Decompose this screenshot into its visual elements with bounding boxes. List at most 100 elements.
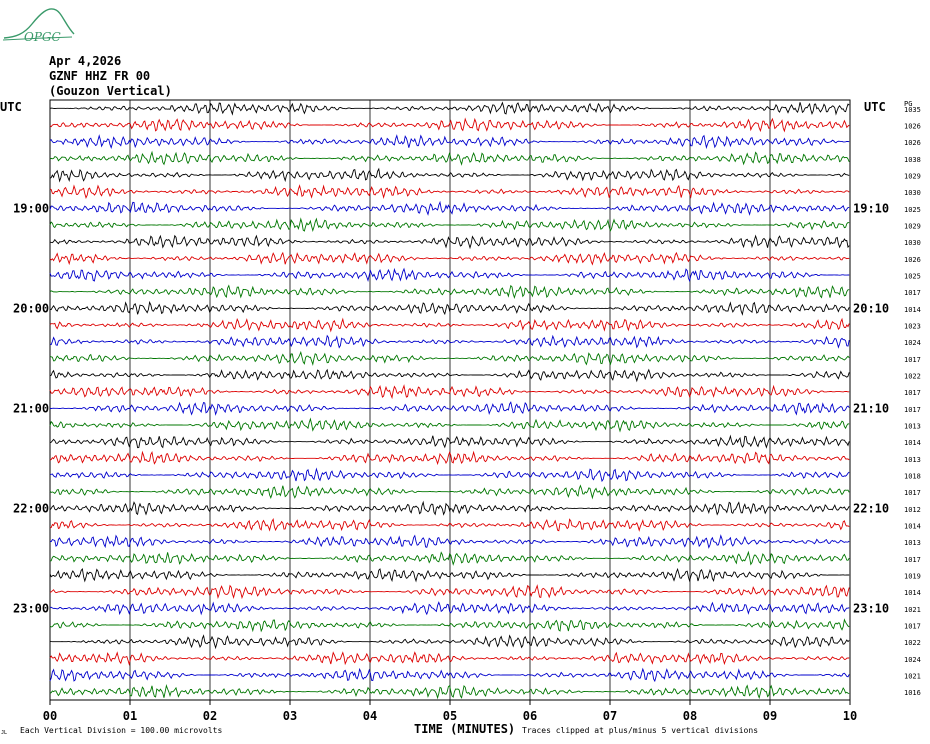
left-tz-label: UTC <box>0 100 22 114</box>
x-tick-label: 10 <box>843 709 857 723</box>
corner-mark: JL <box>1 730 7 736</box>
seismic-trace <box>49 300 850 316</box>
pg-value: 1022 <box>904 373 921 381</box>
x-tick-label: 08 <box>683 709 697 723</box>
x-tick-label: 01 <box>123 709 137 723</box>
pg-value: 1030 <box>904 189 921 197</box>
pg-value: 1017 <box>904 356 921 364</box>
label-group: 00 01 02 03 04 05 06 07 08 09 10 1035 1026 1026 1038 10… <box>13 106 921 723</box>
seismic-trace <box>50 401 850 416</box>
pg-value: 1014 <box>904 523 921 531</box>
seismic-trace <box>49 417 850 433</box>
pg-value: 1035 <box>904 106 921 114</box>
seismic-trace <box>49 534 850 549</box>
ogpc-logo: OPGC <box>2 8 75 44</box>
pg-value: 1021 <box>904 673 921 681</box>
seismic-trace <box>49 667 850 683</box>
seismic-trace <box>49 167 850 183</box>
pg-value: 1012 <box>904 506 921 514</box>
x-tick-label: 04 <box>363 709 377 723</box>
seismic-trace <box>49 384 850 400</box>
clip-note: Traces clipped at plus/minus 5 vertical … <box>522 726 758 735</box>
pg-value: 1025 <box>904 273 921 281</box>
seismic-trace <box>49 334 850 349</box>
x-tick-label: 03 <box>283 709 297 723</box>
pg-value: 1038 <box>904 156 921 164</box>
pg-value: 1014 <box>904 589 921 597</box>
pg-value: 1014 <box>904 439 921 447</box>
seismic-trace <box>49 350 850 367</box>
date-label: Apr 4,2026 <box>49 54 122 68</box>
pg-value: 1029 <box>904 173 921 181</box>
right-time-label: 19:10 <box>853 201 889 215</box>
seismic-trace <box>49 284 850 299</box>
seismic-trace <box>49 117 850 133</box>
pg-value: 1021 <box>904 606 921 614</box>
left-time-label: 22:00 <box>13 501 49 515</box>
x-axis-title: TIME (MINUTES) <box>414 722 515 736</box>
pg-value: 1013 <box>904 456 921 464</box>
seismic-trace <box>49 267 850 283</box>
x-tick-label: 06 <box>523 709 537 723</box>
seismic-trace <box>49 134 850 150</box>
seismic-trace <box>49 550 850 566</box>
seismic-trace <box>49 684 850 700</box>
seismic-trace <box>49 217 850 233</box>
seismic-trace <box>49 150 850 166</box>
seismic-trace <box>49 434 850 449</box>
left-time-label: 20:00 <box>13 301 49 315</box>
left-time-label: 21:00 <box>13 401 49 415</box>
pg-value: 1016 <box>904 689 921 697</box>
pg-value: 1022 <box>904 639 921 647</box>
x-tick-label: 07 <box>603 709 617 723</box>
x-tick-label: 09 <box>763 709 777 723</box>
location-label: (Gouzon Vertical) <box>49 84 172 98</box>
scale-note: Each Vertical Division = 100.00 microvol… <box>20 726 222 735</box>
seismic-trace <box>49 450 850 466</box>
x-tick-label: 00 <box>43 709 57 723</box>
pg-value: 1013 <box>904 423 921 431</box>
seismic-trace <box>49 200 850 216</box>
seismic-trace <box>49 618 850 633</box>
pg-value: 1024 <box>904 656 921 664</box>
seismic-trace <box>49 368 850 383</box>
seismic-trace <box>49 601 850 616</box>
pg-value: 1023 <box>904 323 921 331</box>
seismic-trace <box>49 651 850 666</box>
seismic-trace <box>49 467 850 483</box>
seismic-trace <box>49 317 850 333</box>
pg-value: 1019 <box>904 573 921 581</box>
pg-value: 1017 <box>904 556 921 564</box>
seismic-trace <box>49 584 850 600</box>
pg-value: 1024 <box>904 339 921 347</box>
x-tick-label: 05 <box>443 709 457 723</box>
seismic-trace <box>49 184 850 199</box>
pg-value: 1014 <box>904 306 921 314</box>
pg-value: 1029 <box>904 223 921 231</box>
right-time-label: 22:10 <box>853 501 889 515</box>
channel-label: GZNF HHZ FR 00 <box>49 69 151 83</box>
seismic-trace <box>49 634 850 650</box>
ogpc-mountain-logo-icon <box>3 8 75 39</box>
pg-value: 1018 <box>904 473 921 481</box>
pg-value: 1017 <box>904 489 921 497</box>
pg-value: 1026 <box>904 256 921 264</box>
left-time-label: 19:00 <box>13 201 49 215</box>
pg-value: 1017 <box>904 389 921 397</box>
right-time-label: 23:10 <box>853 601 889 615</box>
seismic-trace <box>49 234 850 250</box>
right-time-label: 21:10 <box>853 401 889 415</box>
pg-value: 1017 <box>904 289 921 297</box>
right-tz-label: UTC <box>864 100 886 114</box>
pg-value: 1026 <box>904 123 921 131</box>
pg-value: 1017 <box>904 623 921 631</box>
plot-grid <box>49 99 851 705</box>
seismic-trace <box>49 251 850 266</box>
seismic-trace <box>49 518 850 532</box>
seismic-trace <box>49 484 850 500</box>
ogpc-logo-text: OPGC <box>24 30 61 44</box>
seismic-trace <box>49 567 850 583</box>
pg-value: 1026 <box>904 139 921 147</box>
trace-group <box>49 101 850 700</box>
